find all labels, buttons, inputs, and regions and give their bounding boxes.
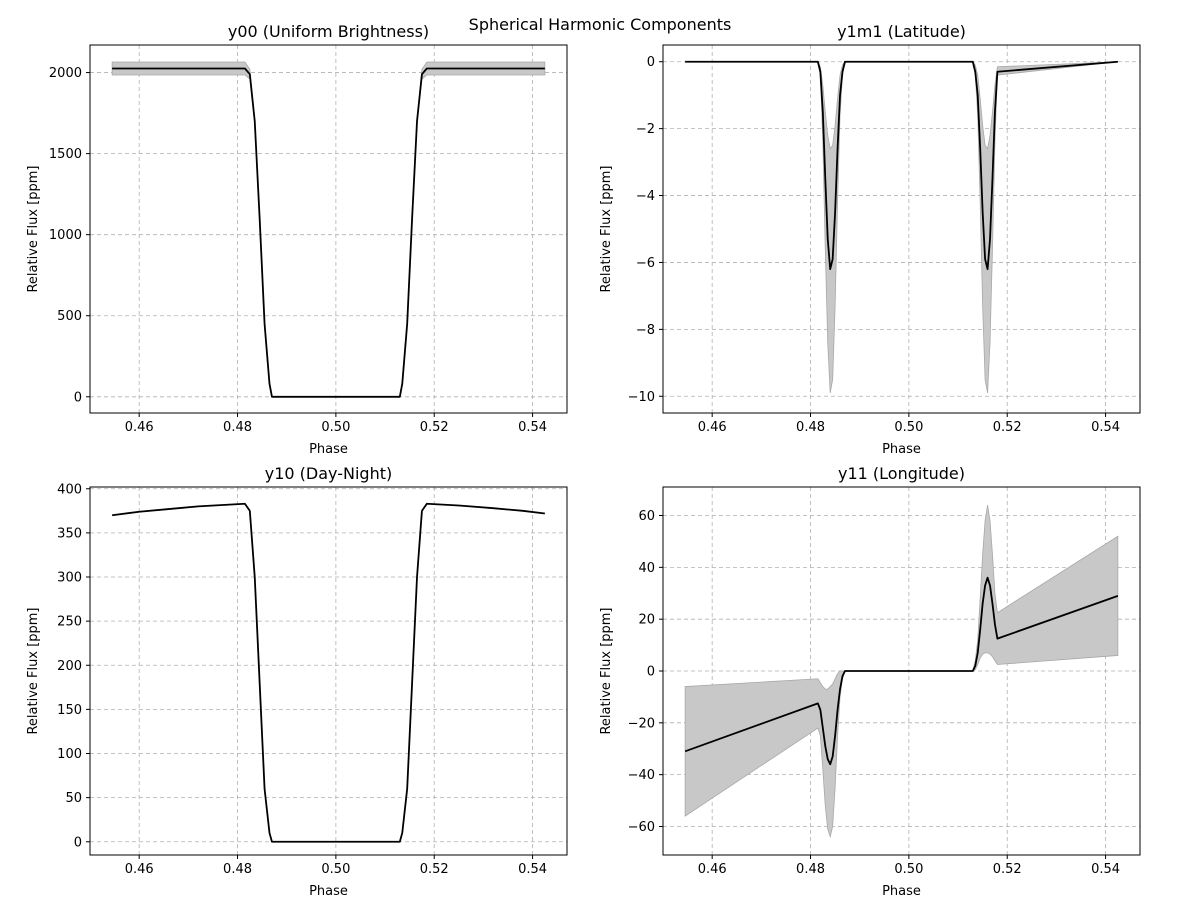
subplot-2: 0.46 0.48 0.50 0.52 0.54 −10 −8 −6 −4 −2 0 y1m1 (La…	[599, 22, 1141, 457]
x-axis-label: Phase	[882, 884, 921, 899]
y-tick-label: 200	[57, 659, 82, 674]
subplot-title: y11 (Longitude)	[838, 464, 965, 483]
x-tick-label: 0.54	[1091, 862, 1120, 877]
x-tick-label: 0.46	[125, 862, 154, 877]
x-tick-label: 0.50	[321, 420, 350, 435]
x-tick-label: 0.52	[993, 862, 1022, 877]
y-tick-label: 500	[57, 309, 82, 324]
x-tick-label: 0.52	[420, 862, 449, 877]
y-tick-label: −2	[636, 122, 655, 137]
y-tick-label: 20	[638, 613, 655, 628]
axes-frame	[662, 44, 1141, 414]
x-tick-label: 0.54	[518, 862, 547, 877]
y-tick-label: 1000	[49, 228, 82, 243]
x-tick-label: 0.46	[698, 420, 727, 435]
y-tick-label: 350	[57, 526, 82, 541]
y-tick-label: 0	[74, 390, 82, 405]
x-tick-label: 0.52	[993, 420, 1022, 435]
axes-frame	[89, 486, 568, 856]
y-tick-label: 0	[647, 665, 655, 680]
x-tick-label: 0.54	[1091, 420, 1120, 435]
subplot-title: y10 (Day-Night)	[265, 464, 392, 483]
y-tick-label: 300	[57, 571, 82, 586]
y-tick-label: 60	[638, 509, 655, 524]
y-tick-label: −10	[628, 390, 655, 405]
uncertainty-band	[685, 61, 1118, 394]
y-tick-label: 1500	[49, 147, 82, 162]
y-tick-label: −40	[628, 768, 655, 783]
x-axis-label: Phase	[309, 442, 348, 457]
subplot-title: y1m1 (Latitude)	[837, 22, 966, 41]
y-tick-label: −4	[636, 189, 655, 204]
y-tick-label: −8	[636, 323, 655, 338]
x-tick-label: 0.50	[894, 862, 923, 877]
y-tick-label: 400	[57, 482, 82, 497]
x-tick-label: 0.48	[223, 420, 252, 435]
x-tick-label: 0.50	[321, 862, 350, 877]
y-tick-label: 150	[57, 703, 82, 718]
y-axis-label: Relative Flux [ppm]	[26, 607, 41, 734]
subplot-4: 0.46 0.48 0.50 0.52 0.54 −60 −40 −20 0 20 40 60 y11 …	[599, 464, 1141, 899]
y-tick-label: 0	[647, 55, 655, 70]
y-tick-label: 2000	[49, 66, 82, 81]
y-tick-label: −6	[636, 256, 655, 271]
x-tick-label: 0.48	[796, 420, 825, 435]
x-axis-label: Phase	[882, 442, 921, 457]
x-tick-label: 0.48	[223, 862, 252, 877]
x-tick-label: 0.52	[420, 420, 449, 435]
y-axis-label: Relative Flux [ppm]	[26, 165, 41, 292]
uncertainty-band	[111, 61, 546, 398]
x-tick-label: 0.46	[698, 862, 727, 877]
x-tick-label: 0.54	[518, 420, 547, 435]
x-tick-label: 0.50	[894, 420, 923, 435]
series-line	[112, 67, 545, 398]
y-tick-label: 100	[57, 747, 82, 762]
y-tick-label: −20	[628, 716, 655, 731]
uncertainty-band	[684, 505, 1119, 839]
x-tick-label: 0.46	[125, 420, 154, 435]
y-axis-label: Relative Flux [ppm]	[599, 607, 614, 734]
figure-title: Spherical Harmonic Components	[468, 15, 732, 34]
y-tick-label: 50	[65, 791, 82, 806]
series-line	[112, 502, 545, 843]
x-tick-label: 0.48	[796, 862, 825, 877]
y-tick-label: −60	[628, 820, 655, 835]
series-line	[685, 60, 1118, 271]
subplot-title: y00 (Uniform Brightness)	[228, 22, 429, 41]
subplot-1: 0.46 0.48 0.50 0.52 0.54 0 500 1000 1500 2000 y00 …	[26, 22, 568, 457]
series-line	[684, 576, 1119, 766]
subplot-3: 0.46 0.48 0.50 0.52 0.54 0 50 100 150 200 250 300 35…	[26, 464, 568, 899]
x-axis-label: Phase	[309, 884, 348, 899]
y-tick-label: 0	[74, 835, 82, 850]
y-axis-label: Relative Flux [ppm]	[599, 165, 614, 292]
y-tick-label: 40	[638, 561, 655, 576]
y-tick-label: 250	[57, 615, 82, 630]
axes-frame	[89, 44, 568, 414]
